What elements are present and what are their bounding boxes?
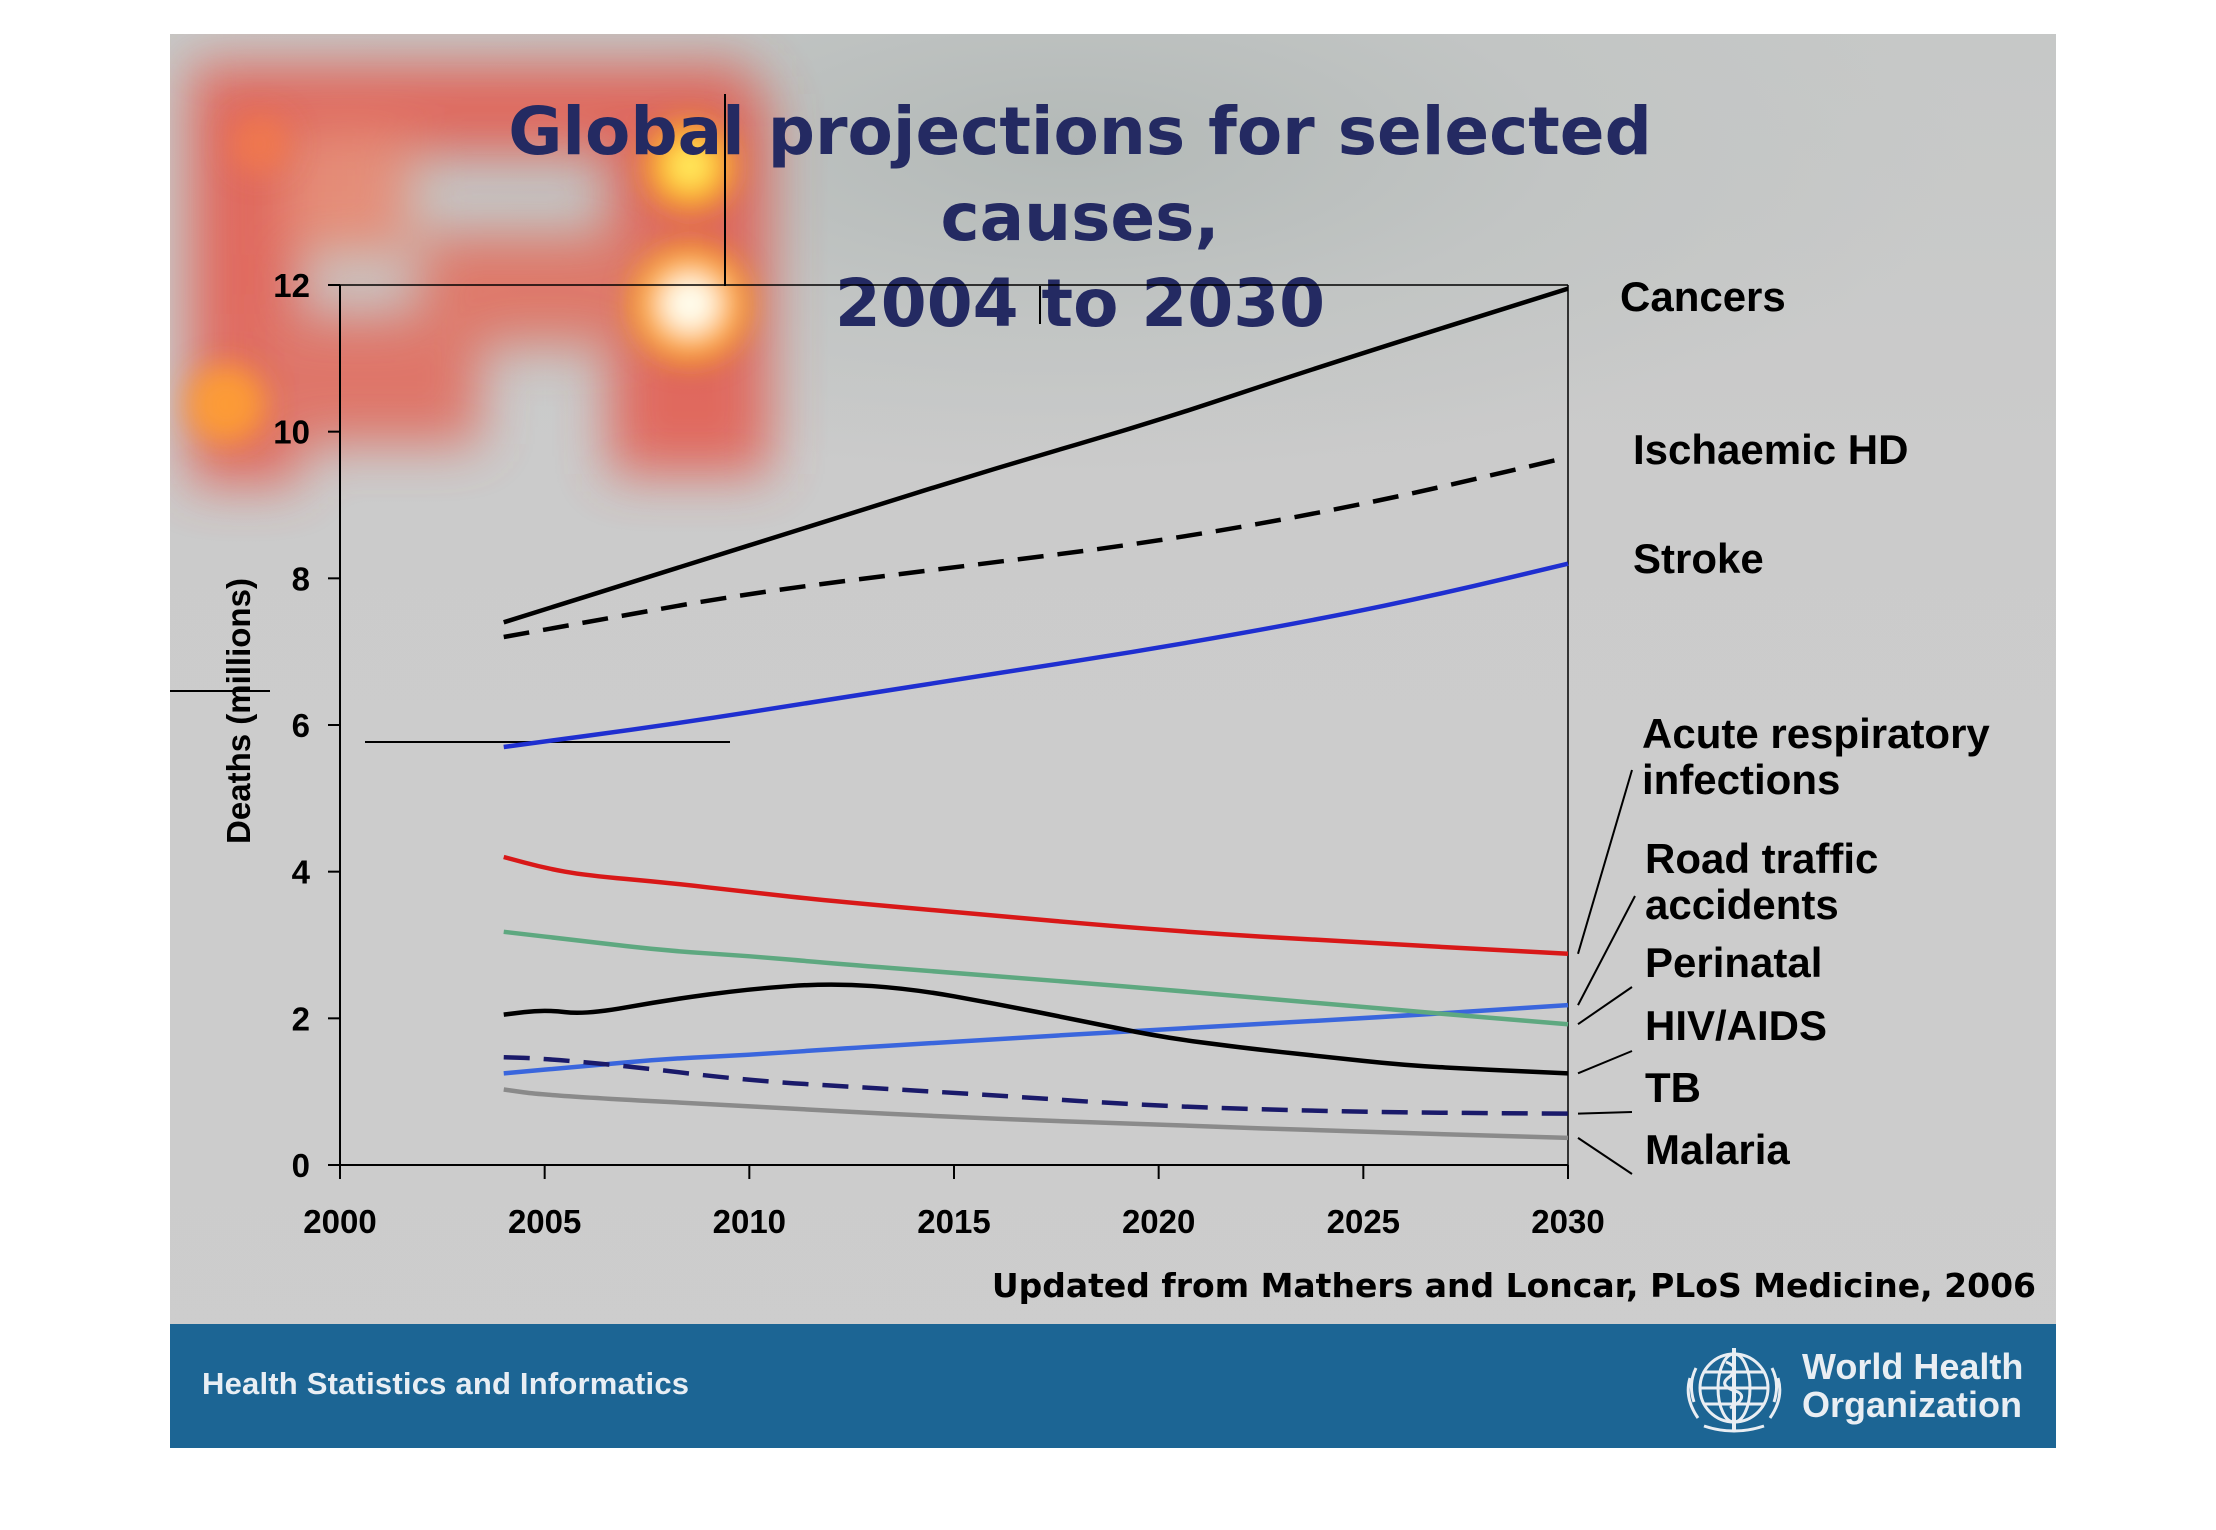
source-citation: Updated from Mathers and Loncar, PLoS Me… <box>991 1266 2036 1305</box>
series-label-line: HIV/AIDS <box>1645 1002 1827 1049</box>
x-tick-label: 2005 <box>508 1203 581 1240</box>
y-tick-label: 8 <box>292 560 310 597</box>
title-line-2: 2004 to 2030 <box>834 265 1326 342</box>
series-label-line: infections <box>1642 756 1840 803</box>
slide-title: Global projections for selected causes, … <box>380 89 1780 347</box>
series-leader-line <box>1577 986 1633 1026</box>
series-label-line: Perinatal <box>1645 939 1822 986</box>
series-line-hiv-aids <box>503 982 1569 1076</box>
series-label: Stroke <box>1633 535 1764 582</box>
series-line-malaria <box>503 1087 1569 1141</box>
line-chart: 2000 2005 2010 2015 2020 2025 2030 0 2 4 6 8 10 12 Ca… <box>170 94 1990 1240</box>
series-label: Ischaemic HD <box>1633 426 1908 473</box>
series-label-line: TB <box>1645 1064 1701 1111</box>
series-line-tb <box>503 1054 1569 1116</box>
chart-series-group <box>503 286 1569 1141</box>
series-label: Malaria <box>1645 1126 1790 1173</box>
x-tick-label: 2025 <box>1327 1203 1400 1240</box>
series-line-acute-respiratory-infections <box>503 854 1569 957</box>
series-leader-line <box>1577 1137 1633 1175</box>
series-label-line: Cancers <box>1620 273 1786 320</box>
y-tick-label: 12 <box>273 267 310 304</box>
series-label: Cancers <box>1620 273 1786 320</box>
series-leader-line <box>1577 1050 1633 1075</box>
y-axis-label: Deaths (millions) <box>220 578 257 844</box>
footer-label: Health Statistics and Informatics <box>202 1366 690 1401</box>
series-label-line: Road traffic <box>1645 835 1878 882</box>
y-tick-label: 6 <box>292 707 310 744</box>
series-label-line: Malaria <box>1645 1126 1790 1173</box>
series-line-cancers <box>503 286 1569 625</box>
series-line-ischaemic-hd <box>503 455 1569 640</box>
chart-axes: 2000 2005 2010 2015 2020 2025 2030 0 2 4 6 8 10 12 <box>170 94 1605 1240</box>
series-line-road-traffic-accidents <box>503 1002 1569 1076</box>
organization-name: World Health Organization <box>1802 1348 2023 1424</box>
series-label: Road traffic accidents <box>1645 835 1878 928</box>
series-leader-line <box>1577 895 1636 1006</box>
x-tick-label: 2010 <box>713 1203 786 1240</box>
x-tick-label: 2020 <box>1122 1203 1195 1240</box>
x-tick-label: 2000 <box>303 1203 376 1240</box>
series-label-line: Acute respiratory <box>1642 710 1990 757</box>
title-line-1: Global projections for selected causes, <box>508 93 1652 256</box>
series-line-perinatal <box>503 929 1569 1027</box>
series-label-line: Ischaemic HD <box>1633 426 1908 473</box>
series-leader-line <box>1577 1111 1633 1115</box>
series-label-line: accidents <box>1645 881 1839 928</box>
who-emblem-icon <box>1686 1348 1782 1433</box>
series-label-group: Cancers Ischaemic HD Stroke Acute respirato… <box>1577 273 1990 1175</box>
organization-name-line-2: Organization <box>1802 1384 2023 1425</box>
attention-heatmap-overlay <box>186 64 770 484</box>
organization-name-line-1: World Health <box>1802 1346 2024 1387</box>
slide: Global projections for selected causes, … <box>170 34 2056 1448</box>
series-label: HIV/AIDS <box>1645 1002 1827 1049</box>
series-label: Acute respiratory infections <box>1642 710 1990 803</box>
x-tick-label: 2030 <box>1531 1203 1604 1240</box>
y-tick-label: 0 <box>292 1147 310 1184</box>
series-label: Perinatal <box>1645 939 1822 986</box>
y-tick-label: 10 <box>273 414 310 451</box>
series-label-line: Stroke <box>1633 535 1764 582</box>
x-tick-label: 2015 <box>917 1203 990 1240</box>
series-leader-line <box>1577 769 1633 955</box>
y-tick-label: 2 <box>292 1000 310 1037</box>
footer-bar: Health Statistics and Informatics World … <box>170 1324 2056 1448</box>
y-tick-label: 4 <box>292 854 311 891</box>
series-line-stroke <box>503 561 1569 750</box>
series-label: TB <box>1645 1064 1701 1111</box>
